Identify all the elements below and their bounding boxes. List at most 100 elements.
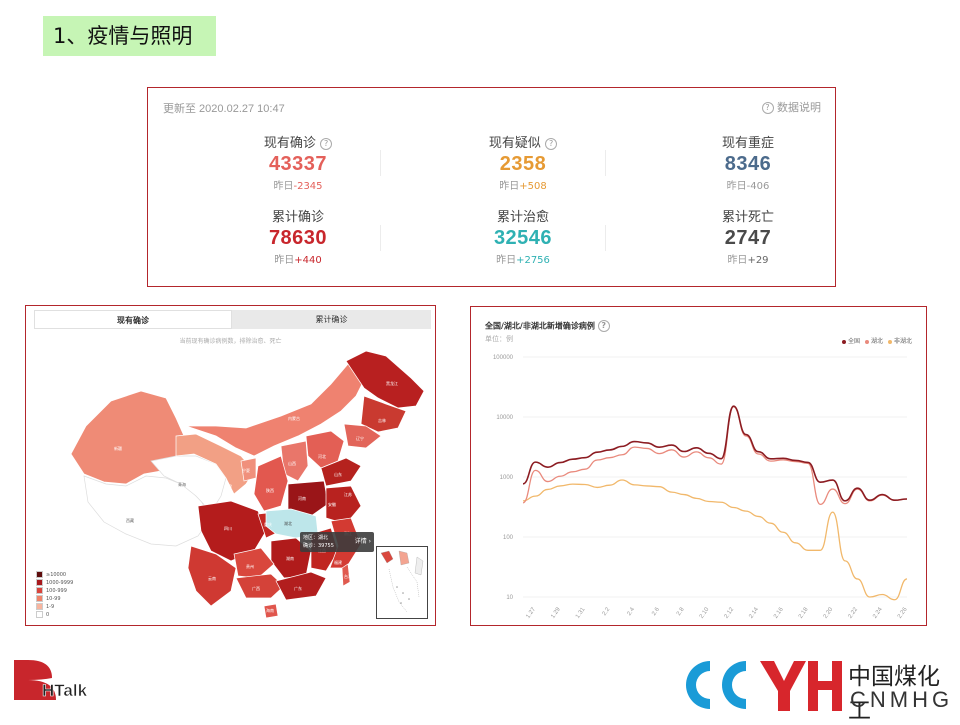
stat-label-text: 累计治愈 xyxy=(496,210,549,225)
x-tick-label: 2.24 xyxy=(872,606,884,620)
y-tick-label: 10000 xyxy=(496,415,513,421)
series-line-1[interactable] xyxy=(522,406,908,506)
x-tick-label: 2.26 xyxy=(897,606,909,620)
update-time: 更新至 2020.02.27 10:47 xyxy=(163,103,285,115)
legend-label: 10-99 xyxy=(46,596,61,602)
stat-cell: 现有重症 8346 昨日-406 xyxy=(668,132,828,192)
x-tick-label: 2.2 xyxy=(602,606,612,617)
stat-delta: 昨日+508 xyxy=(443,177,603,192)
stat-label: 累计确诊 xyxy=(218,206,378,225)
chart-legend-item[interactable]: 非湖北 xyxy=(887,336,912,345)
divider xyxy=(380,225,381,251)
legend-item[interactable]: 10-99 xyxy=(36,595,73,603)
legend-item[interactable]: 1000-9999 xyxy=(36,579,73,587)
x-tick-label: 2.10 xyxy=(699,606,711,620)
province-label: 台湾 xyxy=(344,574,352,579)
map-tooltip: 地区：湖北 确诊：39755 详情 › xyxy=(300,532,374,552)
y-tick-label: 100 xyxy=(503,535,514,541)
chart-panel: 全国/湖北/非湖北新增确诊病例 ? 单位：例 全国 湖北 非湖北 10 100 1000… xyxy=(470,306,927,626)
province-label: 云南 xyxy=(208,576,216,581)
page-heading: 1、疫情与照明 xyxy=(43,16,216,56)
htalk-logo: HTalk xyxy=(12,658,122,712)
legend-swatch xyxy=(36,603,43,610)
legend-dot xyxy=(887,339,892,344)
question-icon[interactable]: ? xyxy=(320,137,333,150)
chart-legend-label: 湖北 xyxy=(870,338,883,345)
htalk-logo-text: HTalk xyxy=(42,681,88,700)
stat-delta: 昨日-406 xyxy=(668,177,828,192)
stat-cell: 累计死亡 2747 昨日+29 xyxy=(668,206,828,266)
legend-item[interactable]: 1-9 xyxy=(36,603,73,611)
question-icon[interactable]: ? xyxy=(545,137,558,150)
legend-label: 1000-9999 xyxy=(46,580,74,586)
chart-legend-item[interactable]: 全国 xyxy=(841,336,860,345)
stat-delta-prefix: 昨日 xyxy=(726,181,747,192)
stat-delta-prefix: 昨日 xyxy=(274,255,295,266)
legend-label: 100-999 xyxy=(46,588,67,594)
tab-cumulative-confirmed[interactable]: 累计确诊 xyxy=(315,315,348,324)
stat-label-text: 现有确诊 xyxy=(263,136,316,151)
stat-value: 78630 xyxy=(268,227,328,249)
province-label: 广东 xyxy=(294,586,302,591)
province-label: 西藏 xyxy=(126,518,134,523)
legend-swatch xyxy=(36,611,43,618)
stat-delta-value: +2756 xyxy=(516,255,550,266)
legend-swatch xyxy=(36,587,43,594)
china-map[interactable] xyxy=(26,306,436,626)
province-label: 青海 xyxy=(178,482,186,487)
stat-delta-prefix: 昨日 xyxy=(496,255,517,266)
stat-cell: 累计治愈 32546 昨日+2756 xyxy=(443,206,603,266)
province-label: 吉林 xyxy=(378,418,386,423)
stat-label: 现有重症 xyxy=(668,132,828,151)
data-help-link[interactable]: ? 数据说明 xyxy=(761,99,821,115)
series-line-2[interactable] xyxy=(522,479,908,601)
chart-unit: 单位：例 xyxy=(485,335,513,343)
tooltip-detail-link[interactable]: 详情 › xyxy=(354,538,371,545)
province-label: 宁夏 xyxy=(242,468,250,473)
stat-delta-value: -2345 xyxy=(293,181,323,192)
htalk-logo-mark: HTalk xyxy=(14,660,88,700)
inset-map xyxy=(380,550,424,613)
x-tick-label: 2.14 xyxy=(748,606,760,620)
south-china-sea-inset xyxy=(376,546,428,619)
x-tick-label: 1.29 xyxy=(550,606,562,620)
stat-delta-value: +508 xyxy=(519,181,547,192)
chart-title-text: 全国/湖北/非湖北新增确诊病例 xyxy=(485,321,595,331)
tooltip-region: 地区：湖北 xyxy=(303,535,329,541)
province-label: 福建 xyxy=(334,560,342,565)
question-icon[interactable]: ? xyxy=(597,320,610,332)
chart-legend-item[interactable]: 湖北 xyxy=(864,336,883,345)
stats-panel: 更新至 2020.02.27 10:47 ? 数据说明 现有确诊 ? 43337 昨… xyxy=(147,87,836,287)
stat-delta: 昨日+440 xyxy=(218,251,378,266)
y-tick-label: 1000 xyxy=(500,475,514,481)
series-line-0[interactable] xyxy=(522,405,908,502)
x-tick-label: 2.6 xyxy=(651,606,661,617)
legend-swatch xyxy=(36,595,43,602)
legend-swatch xyxy=(36,571,43,578)
stat-delta: 昨日+29 xyxy=(668,251,828,266)
province-label: 广西 xyxy=(252,586,260,591)
province-label: 甘肃 xyxy=(224,484,232,489)
stat-cell: 现有确诊 ? 43337 昨日-2345 xyxy=(218,132,378,192)
map-panel: 现有确诊 累计确诊 当前现有确诊病例数，排除治愈、死亡 xyxy=(25,305,436,626)
divider xyxy=(380,150,381,176)
data-help-label: 数据说明 xyxy=(777,101,821,114)
tab-current-confirmed[interactable]: 现有确诊 xyxy=(34,310,232,329)
y-tick-label: 100000 xyxy=(493,355,514,361)
stat-delta-value: +440 xyxy=(294,255,322,266)
question-icon: ? xyxy=(761,102,774,114)
legend-label: 0 xyxy=(46,612,50,618)
province-label: 四川 xyxy=(224,526,232,531)
legend-item[interactable]: 100-999 xyxy=(36,587,73,595)
legend-item[interactable]: 0 xyxy=(36,611,73,619)
map-subtitle: 当前现有确诊病例数，排除治愈、死亡 xyxy=(179,338,282,345)
stat-label-text: 累计死亡 xyxy=(721,210,774,225)
y-tick-label: 10 xyxy=(506,595,513,601)
legend-label: ≥10000 xyxy=(46,572,67,578)
province-label: 山东 xyxy=(334,472,342,477)
legend-item[interactable]: ≥10000 xyxy=(36,571,73,579)
legend-dot xyxy=(841,339,846,344)
stat-label-text: 现有疑似 xyxy=(488,136,541,151)
province-label: 山西 xyxy=(288,461,296,466)
x-tick-label: 2.16 xyxy=(773,606,785,620)
